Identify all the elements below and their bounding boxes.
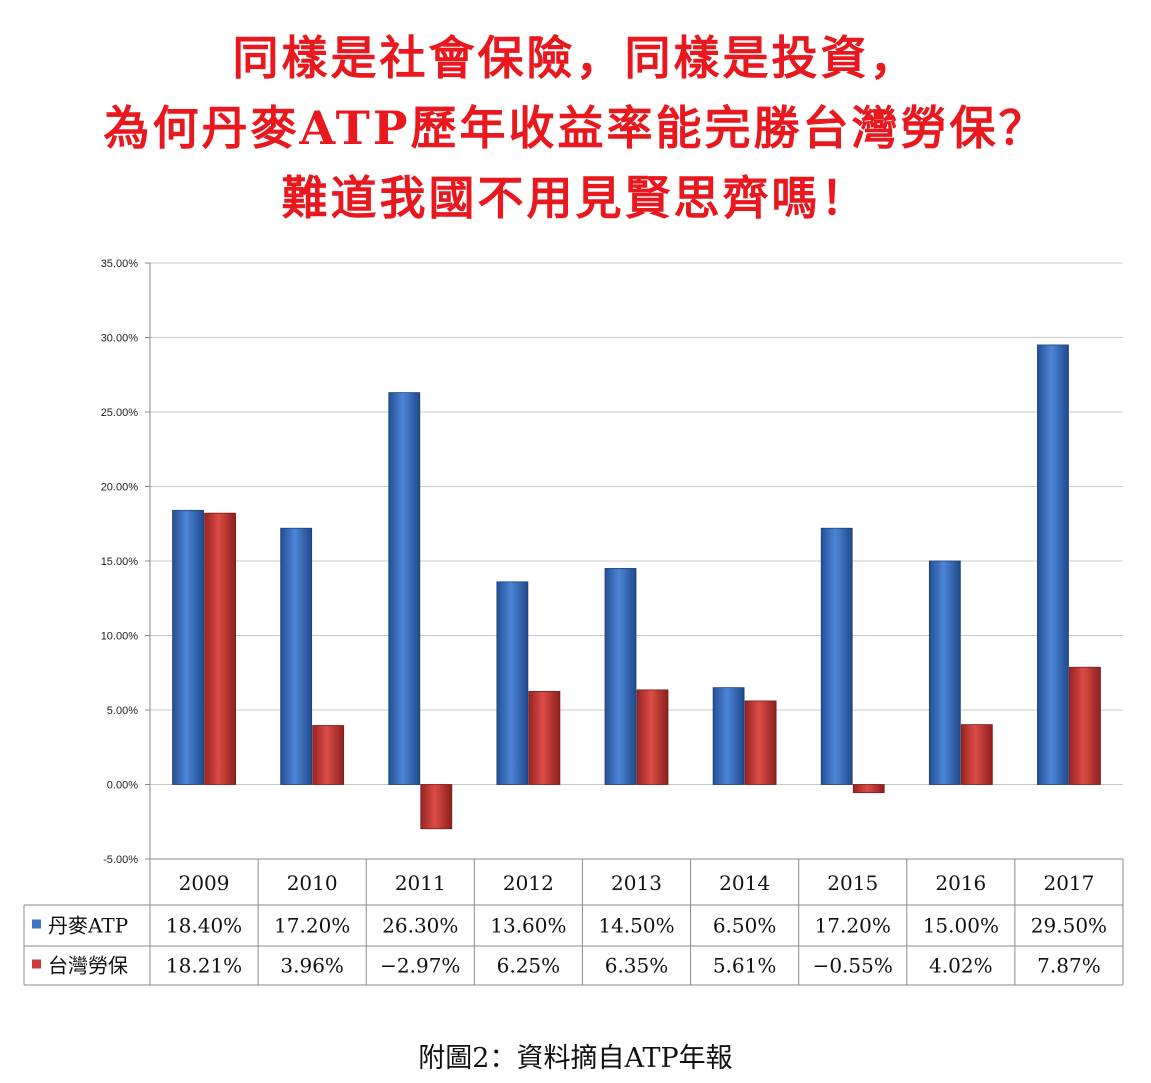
category-label: 2014	[719, 871, 770, 895]
source-caption: 附圖2：資料摘自ATP年報	[418, 1043, 733, 1074]
bar-atp	[1037, 344, 1069, 785]
category-label: 2013	[611, 871, 662, 895]
bar-labor-insurance	[312, 725, 345, 785]
category-label: 2011	[395, 871, 446, 895]
legend-swatch-labor-insurance	[32, 959, 41, 969]
category-label: 2009	[179, 871, 230, 895]
data-value-label: 26.30%	[382, 914, 458, 938]
category-label: 2015	[827, 871, 878, 895]
y-tick-label: 10.00%	[101, 631, 139, 643]
y-tick-label: 25.00%	[101, 407, 139, 419]
bars	[172, 344, 1101, 830]
bar-atp	[820, 527, 853, 785]
category-label: 2016	[935, 871, 986, 895]
bar-atp	[928, 560, 961, 785]
series-name: 丹麥ATP	[48, 914, 128, 938]
y-axis: 35.00% 30.00% 25.00% 20.00% 15.00% 10.00% 5.00…	[101, 258, 151, 866]
y-tick-label: 30.00%	[101, 333, 139, 345]
data-value-label: 14.50%	[598, 914, 674, 938]
bar-atp	[604, 568, 637, 785]
data-value-label: 17.20%	[815, 914, 891, 938]
data-value-label: 29.50%	[1031, 914, 1107, 938]
y-tick-label: 5.00%	[107, 705, 138, 717]
bar-atp	[388, 392, 421, 785]
bar-labor-insurance	[636, 689, 669, 785]
category-label: 2010	[287, 871, 338, 895]
data-value-label: −0.55%	[813, 954, 893, 978]
headline-line-3: 難道我國不用見賢思齊嗎！	[281, 171, 870, 225]
series-name: 台灣勞保	[48, 954, 128, 978]
data-value-label: 18.21%	[166, 954, 242, 978]
bar-atp	[496, 581, 529, 785]
data-value-label: 18.40%	[166, 914, 242, 938]
bar-atp	[712, 687, 745, 785]
y-tick-label: 15.00%	[101, 556, 139, 568]
data-value-label: −2.97%	[380, 954, 460, 978]
bar-labor-insurance	[744, 700, 777, 785]
bar-atp	[172, 509, 204, 785]
bar-labor-insurance	[528, 690, 561, 785]
headline-line-2: 為何丹麥ATP歷年收益率能完勝台灣勞保？	[103, 101, 1048, 155]
bar-labor-insurance	[1069, 666, 1101, 785]
data-value-label: 6.25%	[497, 954, 561, 978]
data-value-label: 5.61%	[713, 954, 777, 978]
bar-labor-insurance	[852, 784, 885, 794]
data-value-label: 6.50%	[713, 914, 777, 938]
bar-labor-insurance	[420, 784, 453, 830]
y-tick-label: 0.00%	[107, 780, 138, 792]
data-value-label: 6.35%	[605, 954, 669, 978]
y-tick-label: -5.00%	[103, 854, 138, 866]
bar-labor-insurance	[960, 724, 993, 785]
data-table: 2009 2010 2011 2012 2013 2014 2015 2016 2017 丹麥AT…	[23, 858, 1124, 986]
headline-line-1: 同樣是社會保險，同樣是投資，	[232, 31, 919, 85]
legend-swatch-atp	[32, 919, 41, 929]
bar-chart: 35.00% 30.00% 25.00% 20.00% 15.00% 10.00% 5.00…	[23, 258, 1124, 986]
category-label: 2012	[503, 871, 554, 895]
y-tick-label: 35.00%	[101, 258, 139, 270]
data-value-label: 15.00%	[923, 914, 999, 938]
data-value-label: 7.87%	[1037, 954, 1101, 978]
data-value-label: 17.20%	[274, 914, 350, 938]
bar-atp	[280, 527, 313, 785]
data-value-label: 13.60%	[490, 914, 566, 938]
y-tick-label: 20.00%	[101, 482, 139, 494]
category-label: 2017	[1043, 871, 1094, 895]
data-value-label: 4.02%	[929, 954, 993, 978]
data-value-label: 3.96%	[280, 954, 344, 978]
bar-labor-insurance	[204, 512, 236, 785]
